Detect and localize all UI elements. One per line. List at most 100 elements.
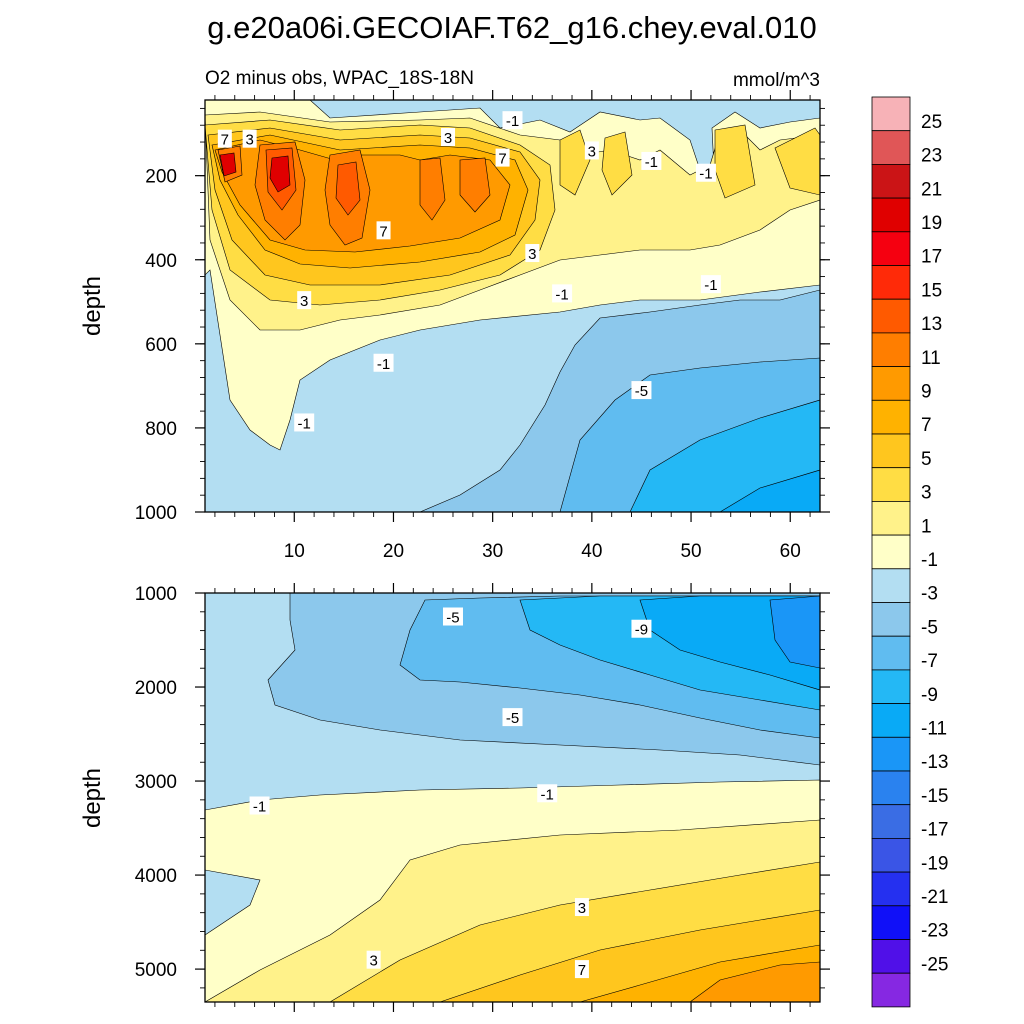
lower-band-neg11: [769, 595, 820, 669]
upper-cell-11c: [419, 157, 446, 221]
upper-ylabel: depth: [79, 276, 106, 336]
colorbar-label: 15: [921, 280, 942, 301]
lower-contour-label-bg: [502, 708, 523, 727]
upper-contour-label: -1: [294, 413, 315, 432]
lower-contour-label-bg: [631, 619, 652, 638]
upper-contour-label-bg: [552, 284, 573, 303]
upper-ytick-label: 400: [145, 251, 177, 272]
upper-contour-label-text: -1: [506, 113, 519, 130]
upper-xtick-label: 60: [780, 541, 801, 562]
upper-band-neg9: [719, 469, 820, 512]
upper-contour-label: -1: [695, 163, 716, 183]
colorbar-label: 17: [921, 247, 942, 268]
upper-contour-label: 3: [584, 141, 599, 160]
upper-contour-label-text: -1: [699, 166, 712, 183]
upper-core-15b: [219, 152, 237, 177]
upper-contour-label-bg: [376, 221, 391, 240]
upper-contour-label: 3: [297, 291, 312, 310]
upper-contour-label-bg: [525, 244, 540, 263]
lower-contour-label: -1: [537, 784, 558, 803]
upper-contour-label: 7: [217, 129, 232, 149]
lower-axes: 1000 2000 3000 4000 5000: [135, 583, 830, 1012]
lower-contour-label-text: 3: [578, 900, 586, 917]
upper-contour-label: 3: [242, 129, 257, 149]
colorbar-label: 7: [921, 415, 932, 436]
colorbar-swatch: [871, 399, 911, 435]
upper-contour-label: -1: [641, 151, 662, 171]
upper-contour-label-bg: [373, 353, 394, 372]
colorbar-label: -23: [921, 921, 948, 942]
colorbar-swatch: [871, 703, 911, 738]
upper-contour-label-bg: [441, 127, 456, 146]
lower-contour-label-text: 7: [578, 962, 586, 979]
colorbar-swatch: [871, 96, 911, 132]
upper-contour-label-bg: [631, 381, 652, 400]
upper-core-15a: [269, 155, 291, 193]
colorbar-label: 11: [921, 348, 941, 369]
lower-contour-label: -1: [249, 796, 270, 815]
colorbar-label: -13: [921, 752, 948, 773]
upper-core-13b: [335, 161, 361, 216]
colorbar-swatch: [871, 736, 911, 772]
colorbar-swatch: [871, 838, 911, 873]
lower-contour-label-text: 3: [369, 953, 377, 970]
upper-contour-label: -1: [373, 353, 394, 373]
upper-ytick-label: 800: [145, 419, 177, 440]
upper-contour-label-text: 3: [300, 293, 308, 310]
lower-contour-label: -5: [442, 607, 463, 627]
colorbar-label: -11: [921, 718, 947, 739]
colorbar-label: -7: [921, 651, 938, 672]
upper-contour-label-text: 3: [245, 132, 253, 149]
colorbar-swatch: [871, 669, 911, 705]
lower-contour-labels: -5 -9 -5 -1 -1 3 3 7: [249, 607, 652, 979]
upper-contour-fill: [205, 100, 820, 512]
lower-ytick-label: 2000: [135, 678, 177, 699]
upper-contour-labels: 7 3 3-17 3-1-173-1-13-1-5-1: [217, 111, 721, 432]
lower-band-9: [689, 961, 820, 1002]
upper-xtick-label: 10: [284, 541, 305, 562]
lower-contour-label: 7: [574, 960, 589, 979]
upper-contour-label: -5: [631, 381, 652, 400]
upper-contour-label: 3: [441, 127, 456, 147]
upper-cell-east4: [774, 127, 820, 196]
upper-contour-label-bg: [217, 129, 232, 148]
upper-contour-label-text: 3: [528, 246, 536, 263]
colorbar-label: 21: [921, 179, 942, 200]
upper-contour-label-text: -1: [645, 154, 658, 171]
upper-cell-east1: [559, 129, 591, 196]
colorbar-swatch: [871, 804, 911, 839]
upper-xtick-label: 50: [680, 541, 701, 562]
colorbar-swatch: [871, 433, 911, 469]
colorbar-swatch: [871, 905, 911, 940]
upper-contour-label-text: 3: [444, 130, 452, 147]
upper-contour-label: 7: [495, 148, 510, 168]
upper-contour-label-text: 7: [379, 223, 387, 240]
upper-xtick-label: 40: [581, 541, 602, 562]
colorbar-swatch: [871, 130, 911, 165]
lower-contour-label: -9: [631, 619, 652, 639]
upper-contour-label-text: 7: [221, 132, 229, 149]
lower-contour-label-text: -1: [541, 786, 554, 803]
upper-contour-label-bg: [502, 111, 523, 130]
upper-xtick-label: 30: [482, 541, 503, 562]
upper-cell-11d: [459, 157, 491, 213]
lower-contour-label: -5: [502, 708, 523, 727]
lower-contour-label-bg: [537, 784, 558, 803]
upper-contour-label-bg: [700, 275, 721, 294]
colorbar-label: 3: [921, 483, 932, 504]
upper-contour-label-text: -5: [635, 383, 648, 400]
upper-contour-label-text: -1: [704, 277, 717, 294]
upper-xtick-label: 20: [383, 541, 404, 562]
lower-contour-label: 3: [366, 950, 381, 970]
upper-contour-label: 3: [525, 244, 540, 263]
upper-contour-label: 7: [376, 221, 391, 240]
upper-ytick-label: 200: [145, 167, 177, 188]
upper-contour-label-text: 7: [498, 151, 506, 168]
lower-contour-label-bg: [574, 898, 589, 917]
upper-contour-label-bg: [242, 129, 257, 148]
upper-contour-label-text: -1: [555, 286, 568, 303]
colorbar-swatch: [871, 871, 911, 907]
colorbar-swatch: [871, 197, 911, 233]
colorbar-label: 19: [921, 213, 942, 234]
